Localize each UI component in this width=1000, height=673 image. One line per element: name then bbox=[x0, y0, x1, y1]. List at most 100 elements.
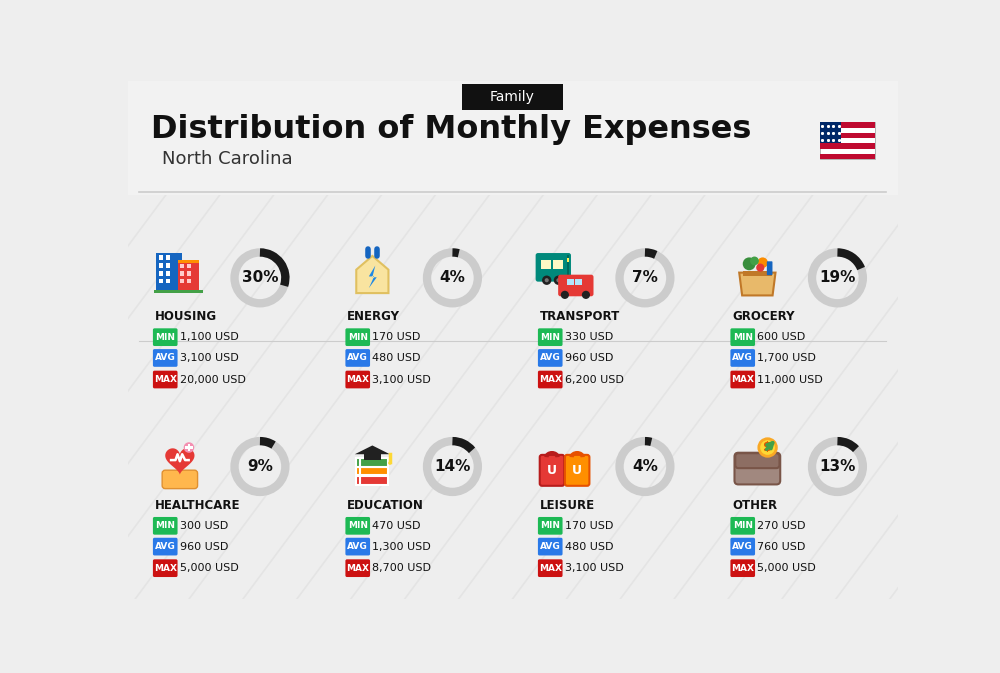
Text: OTHER: OTHER bbox=[732, 499, 777, 511]
FancyBboxPatch shape bbox=[153, 538, 178, 555]
Text: MIN: MIN bbox=[348, 522, 368, 530]
FancyBboxPatch shape bbox=[153, 517, 178, 534]
FancyBboxPatch shape bbox=[162, 470, 198, 489]
Text: MIN: MIN bbox=[733, 522, 753, 530]
Text: 5,000 USD: 5,000 USD bbox=[180, 563, 239, 573]
Text: GROCERY: GROCERY bbox=[732, 310, 794, 323]
Text: MAX: MAX bbox=[346, 564, 369, 573]
Text: 3,100 USD: 3,100 USD bbox=[180, 353, 239, 363]
Bar bbox=[166, 255, 170, 260]
Text: 760 USD: 760 USD bbox=[757, 542, 806, 552]
FancyBboxPatch shape bbox=[153, 349, 178, 367]
Circle shape bbox=[556, 278, 560, 282]
FancyBboxPatch shape bbox=[730, 328, 755, 346]
Circle shape bbox=[545, 278, 549, 282]
Text: MIN: MIN bbox=[348, 332, 368, 342]
FancyBboxPatch shape bbox=[564, 275, 586, 289]
Bar bbox=[567, 255, 569, 277]
Text: 14%: 14% bbox=[434, 459, 471, 474]
FancyBboxPatch shape bbox=[538, 328, 563, 346]
Bar bbox=[820, 143, 875, 149]
Bar bbox=[541, 260, 551, 269]
Text: HEALTHCARE: HEALTHCARE bbox=[154, 499, 240, 511]
Bar bbox=[743, 271, 772, 276]
Bar bbox=[820, 122, 875, 160]
Text: Family: Family bbox=[490, 90, 535, 104]
Text: AVG: AVG bbox=[540, 542, 561, 551]
Circle shape bbox=[756, 264, 764, 272]
Bar bbox=[180, 271, 184, 275]
Text: 480 USD: 480 USD bbox=[565, 542, 613, 552]
Circle shape bbox=[388, 461, 392, 465]
Bar bbox=[820, 133, 875, 138]
Text: AVG: AVG bbox=[732, 353, 753, 363]
Bar bbox=[575, 279, 582, 285]
Bar bbox=[159, 271, 163, 275]
FancyBboxPatch shape bbox=[558, 275, 594, 296]
Bar bbox=[166, 271, 170, 275]
Text: MIN: MIN bbox=[733, 332, 753, 342]
Circle shape bbox=[582, 291, 590, 299]
Text: AVG: AVG bbox=[732, 542, 753, 551]
Text: 300 USD: 300 USD bbox=[180, 521, 228, 531]
Text: MAX: MAX bbox=[154, 375, 177, 384]
Polygon shape bbox=[165, 448, 194, 474]
Circle shape bbox=[757, 257, 768, 268]
Text: HOUSING: HOUSING bbox=[154, 310, 217, 323]
Bar bbox=[364, 454, 381, 460]
FancyBboxPatch shape bbox=[345, 559, 370, 577]
Circle shape bbox=[743, 257, 756, 271]
FancyBboxPatch shape bbox=[356, 467, 388, 475]
Text: North Carolina: North Carolina bbox=[162, 149, 293, 168]
Text: 170 USD: 170 USD bbox=[372, 332, 421, 342]
Text: MIN: MIN bbox=[540, 522, 560, 530]
Text: $: $ bbox=[763, 441, 772, 454]
Text: 480 USD: 480 USD bbox=[372, 353, 421, 363]
Bar bbox=[185, 446, 193, 449]
FancyBboxPatch shape bbox=[538, 517, 563, 534]
Circle shape bbox=[759, 439, 776, 456]
Text: ENERGY: ENERGY bbox=[347, 310, 400, 323]
Text: MIN: MIN bbox=[540, 332, 560, 342]
FancyBboxPatch shape bbox=[730, 538, 755, 555]
Text: 170 USD: 170 USD bbox=[565, 521, 613, 531]
FancyBboxPatch shape bbox=[345, 371, 370, 388]
Text: 9%: 9% bbox=[247, 459, 273, 474]
Circle shape bbox=[542, 275, 551, 285]
Text: 3,100 USD: 3,100 USD bbox=[565, 563, 624, 573]
Text: TRANSPORT: TRANSPORT bbox=[539, 310, 620, 323]
Text: MIN: MIN bbox=[155, 522, 175, 530]
FancyBboxPatch shape bbox=[345, 328, 370, 346]
Bar bbox=[180, 279, 184, 283]
Text: 1,100 USD: 1,100 USD bbox=[180, 332, 239, 342]
Bar bbox=[185, 446, 193, 449]
Text: 960 USD: 960 USD bbox=[180, 542, 228, 552]
Bar bbox=[820, 122, 841, 143]
Bar bbox=[820, 122, 875, 128]
FancyBboxPatch shape bbox=[538, 538, 563, 555]
FancyBboxPatch shape bbox=[345, 349, 370, 367]
FancyBboxPatch shape bbox=[462, 84, 563, 110]
Bar bbox=[166, 279, 170, 283]
Text: 13%: 13% bbox=[819, 459, 856, 474]
Bar bbox=[156, 253, 182, 293]
Bar bbox=[159, 255, 163, 260]
FancyBboxPatch shape bbox=[356, 476, 388, 485]
FancyBboxPatch shape bbox=[538, 559, 563, 577]
FancyBboxPatch shape bbox=[356, 458, 388, 466]
Bar bbox=[820, 154, 875, 160]
Text: 600 USD: 600 USD bbox=[757, 332, 806, 342]
Bar bbox=[187, 271, 191, 275]
Text: 270 USD: 270 USD bbox=[757, 521, 806, 531]
Circle shape bbox=[554, 275, 563, 285]
FancyBboxPatch shape bbox=[730, 349, 755, 367]
FancyBboxPatch shape bbox=[153, 559, 178, 577]
FancyBboxPatch shape bbox=[153, 371, 178, 388]
Text: EDUCATION: EDUCATION bbox=[347, 499, 424, 511]
FancyBboxPatch shape bbox=[540, 455, 564, 486]
FancyBboxPatch shape bbox=[730, 559, 755, 577]
Text: 30%: 30% bbox=[242, 271, 278, 285]
Text: AVG: AVG bbox=[347, 542, 368, 551]
Text: 7%: 7% bbox=[632, 271, 658, 285]
Text: 960 USD: 960 USD bbox=[565, 353, 613, 363]
